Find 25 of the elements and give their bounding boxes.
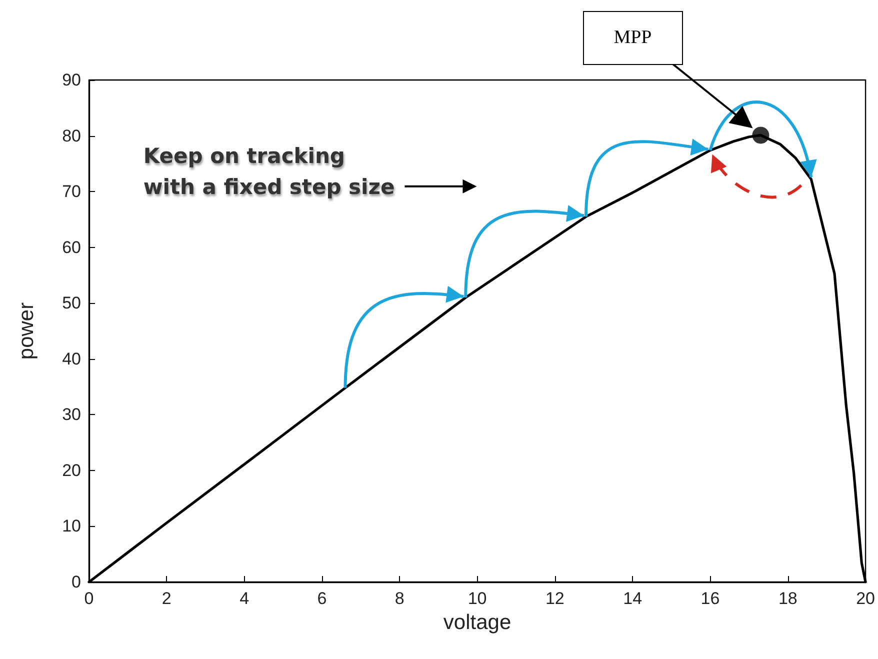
y-tick-label: 60 bbox=[62, 238, 81, 257]
y-tick-label: 80 bbox=[62, 126, 81, 146]
x-tick-label: 14 bbox=[623, 589, 642, 608]
y-tick-label: 50 bbox=[62, 294, 81, 313]
y-tick-label: 10 bbox=[62, 516, 81, 536]
text: MPP bbox=[582, 11, 683, 65]
annotation: Keep on tracking with a fixed step size bbox=[143, 143, 395, 202]
y-tick-label: 0 bbox=[72, 572, 81, 592]
y-axis-title: power bbox=[15, 302, 38, 360]
y-tick-label: 90 bbox=[62, 70, 81, 90]
x-tick-label: 4 bbox=[240, 589, 250, 608]
x-tick-label: 12 bbox=[545, 589, 564, 608]
x-tick-label: 20 bbox=[856, 589, 876, 608]
x-tick-label: 8 bbox=[394, 589, 404, 608]
x-tick-label: 2 bbox=[162, 589, 172, 608]
y-tick-label: 70 bbox=[62, 182, 81, 202]
x-tick-label: 10 bbox=[468, 589, 487, 608]
y-tick-label: 20 bbox=[62, 460, 81, 480]
x-tick-label: 6 bbox=[317, 589, 327, 608]
y-tick-label: 40 bbox=[62, 349, 81, 368]
y-tick-label: 30 bbox=[62, 405, 81, 424]
x-axis-title: voltage bbox=[443, 611, 512, 634]
x-tick-label: 18 bbox=[778, 589, 798, 608]
x-tick-label: 16 bbox=[700, 589, 720, 608]
x-tick-label: 0 bbox=[84, 589, 94, 608]
